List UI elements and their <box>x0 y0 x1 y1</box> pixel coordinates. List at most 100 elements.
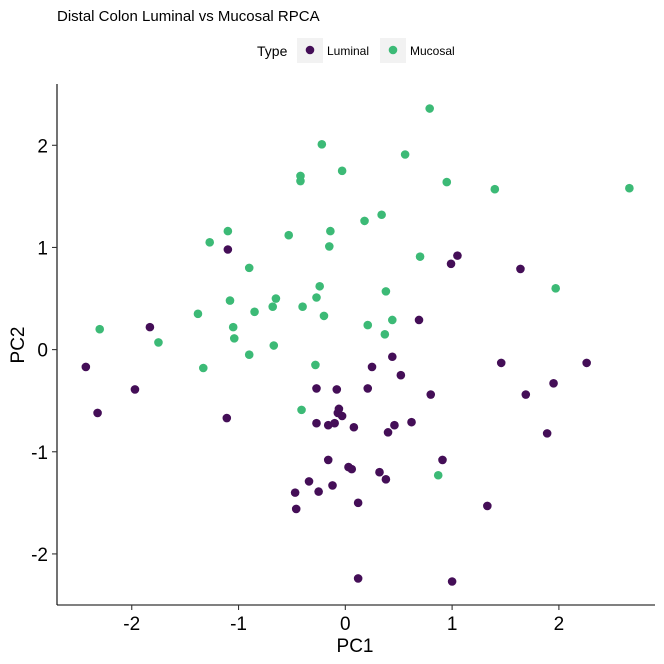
data-point-luminal <box>349 422 359 432</box>
data-point-luminal <box>375 467 384 477</box>
data-point-mucosal <box>223 226 233 236</box>
data-point-luminal <box>290 488 300 497</box>
data-point-mucosal <box>490 184 500 194</box>
data-point-mucosal <box>95 324 105 334</box>
x-tick-label: 1 <box>447 614 458 635</box>
data-point-luminal <box>312 384 321 393</box>
x-tick-label: 0 <box>340 614 351 635</box>
data-point-mucosal <box>551 284 560 293</box>
data-point-luminal <box>496 358 506 368</box>
data-point-luminal <box>81 362 91 372</box>
data-point-luminal <box>291 504 301 514</box>
y-tick-label: 2 <box>37 136 48 157</box>
data-point-luminal <box>367 362 377 372</box>
data-point-mucosal <box>326 226 335 236</box>
data-point-luminal <box>314 487 323 496</box>
data-point-luminal <box>446 259 456 269</box>
data-point-mucosal <box>400 150 410 159</box>
data-point-mucosal <box>271 294 281 303</box>
legend-marker-luminal <box>305 45 315 55</box>
data-point-luminal <box>521 390 531 399</box>
data-point-mucosal <box>284 230 294 240</box>
data-point-luminal <box>438 455 447 465</box>
data-point-mucosal <box>325 242 334 251</box>
data-point-mucosal <box>380 329 390 339</box>
data-point-luminal <box>582 358 591 368</box>
chart-title: Distal Colon Luminal vs Mucosal RPCA <box>57 8 320 25</box>
x-tick-label: -2 <box>123 614 140 635</box>
legend-label-luminal: Luminal <box>327 44 369 58</box>
data-point-luminal <box>381 475 391 484</box>
data-point-luminal <box>453 251 462 260</box>
data-point-mucosal <box>244 350 254 360</box>
data-point-mucosal <box>244 263 254 273</box>
data-point-mucosal <box>381 287 391 296</box>
data-point-mucosal <box>225 296 235 305</box>
data-point-mucosal <box>433 470 443 480</box>
data-point-luminal <box>334 404 344 414</box>
data-point-mucosal <box>269 341 279 350</box>
data-point-luminal <box>332 385 342 394</box>
data-point-luminal <box>407 417 416 427</box>
legend-marker-mucosal <box>388 45 398 55</box>
data-point-mucosal <box>363 320 373 330</box>
data-point-luminal <box>347 464 357 474</box>
data-point-mucosal <box>298 302 307 312</box>
data-point-mucosal <box>250 307 259 317</box>
data-point-mucosal <box>296 176 305 186</box>
data-point-luminal <box>304 477 314 486</box>
x-tick-label: -1 <box>230 614 247 635</box>
data-point-mucosal <box>442 177 452 187</box>
data-point-mucosal <box>425 104 434 113</box>
data-point-luminal <box>447 577 457 586</box>
data-point-mucosal <box>229 334 239 343</box>
legend-items: Luminal Mucosal <box>297 38 455 63</box>
y-tick-label: -1 <box>31 443 48 464</box>
data-point-luminal <box>323 455 333 465</box>
x-tick-label: 2 <box>554 614 565 635</box>
data-point-mucosal <box>317 139 327 149</box>
data-point-luminal <box>396 370 406 380</box>
data-point-mucosal <box>198 363 208 373</box>
axes: -2 -1 0 1 2 -2 -1 0 1 2 <box>31 84 655 635</box>
data-point-luminal <box>145 322 155 332</box>
data-point-mucosal <box>154 338 163 347</box>
data-point-mucosal <box>388 315 397 325</box>
data-point-luminal <box>337 411 347 421</box>
data-point-luminal <box>223 245 233 254</box>
data-point-luminal <box>312 418 321 428</box>
data-point-luminal <box>353 498 363 508</box>
data-point-mucosal <box>337 166 347 176</box>
data-point-mucosal <box>319 311 329 321</box>
data-point-luminal <box>222 413 232 423</box>
data-point-luminal <box>330 418 339 428</box>
series-mucosal <box>95 104 634 480</box>
data-point-luminal <box>328 481 337 490</box>
data-point-luminal <box>516 264 525 274</box>
y-tick-label: 0 <box>37 341 48 362</box>
y-tick-label: -2 <box>31 545 48 566</box>
data-point-luminal <box>353 574 363 583</box>
legend-title: Type <box>257 43 288 59</box>
data-point-luminal <box>388 352 397 362</box>
data-point-mucosal <box>311 360 320 370</box>
data-point-mucosal <box>297 405 306 415</box>
data-point-luminal <box>130 385 140 394</box>
data-point-mucosal <box>193 309 203 319</box>
data-point-mucosal <box>377 210 386 220</box>
data-point-luminal <box>363 384 373 393</box>
data-point-mucosal <box>228 322 238 332</box>
data-point-mucosal <box>625 183 634 193</box>
data-point-luminal <box>483 501 492 511</box>
x-axis-title: PC1 <box>337 636 374 657</box>
data-point-mucosal <box>268 302 278 312</box>
data-point-mucosal <box>205 238 215 247</box>
data-point-luminal <box>414 315 424 325</box>
data-point-luminal <box>549 379 558 388</box>
data-point-luminal <box>390 420 399 430</box>
data-point-mucosal <box>312 293 321 302</box>
data-point-luminal <box>93 408 102 418</box>
series-luminal <box>81 245 591 586</box>
y-tick-label: 1 <box>37 238 48 259</box>
